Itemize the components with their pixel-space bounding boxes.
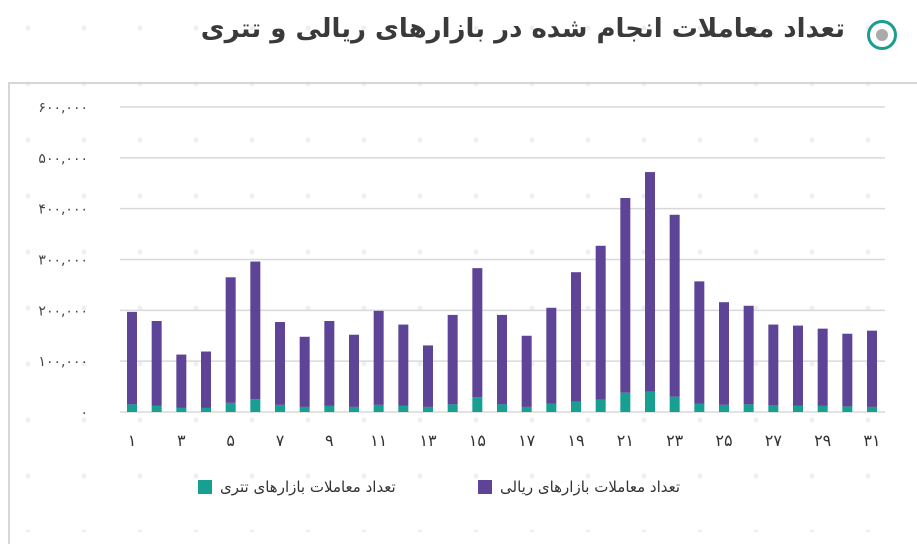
bar-rial — [743, 305, 754, 405]
legend-swatch-rial — [478, 480, 492, 494]
bar-rial — [151, 321, 162, 406]
x-tick-label: ۱۱ — [370, 431, 387, 450]
x-tick-label: ۲۱ — [617, 431, 634, 450]
bar-tether — [201, 407, 211, 412]
bar-rial — [669, 214, 680, 397]
legend-label-tether: تعداد معاملات بازارهای تتری — [220, 478, 396, 496]
bar-tether — [497, 404, 507, 412]
bar-rial — [176, 354, 187, 408]
x-tick-label: ۲۵ — [715, 431, 732, 450]
x-tick-label: ۱۵ — [469, 431, 486, 450]
bar-tether — [176, 407, 187, 412]
bar-rial — [645, 172, 655, 392]
bar-rial — [842, 333, 853, 407]
bar-tether — [151, 405, 162, 412]
x-tick-label: ۷ — [276, 431, 285, 450]
legend-item-tether[interactable]: تعداد معاملات بازارهای تتری — [198, 478, 396, 496]
bar-rial — [571, 272, 581, 402]
bar-tether — [127, 404, 137, 412]
bar-rial — [201, 351, 211, 408]
x-tick-label: ۳۱ — [863, 431, 880, 450]
y-tick-label: ۶۰۰,۰۰۰ — [38, 100, 88, 116]
bar-tether — [472, 397, 483, 412]
legend-swatch-tether — [198, 480, 212, 494]
x-tick-label: ۱۹ — [567, 431, 584, 450]
bar-tether — [867, 406, 877, 412]
crypto-pattern-background — [0, 0, 917, 532]
bar-tether — [571, 401, 581, 412]
bar-tether — [645, 391, 655, 412]
bar-rial — [127, 311, 137, 405]
chart-title: تعداد معاملات انجام شده در بازارهای ریال… — [200, 14, 845, 44]
bar-rial — [299, 336, 310, 407]
bar-rial — [250, 261, 261, 400]
bar-tether — [669, 396, 680, 412]
bar-tether — [719, 404, 729, 412]
bar-rial — [867, 330, 877, 407]
x-tick-label: ۱ — [128, 431, 137, 450]
x-tick-label: ۱۷ — [518, 431, 536, 450]
legend-label-rial: تعداد معاملات بازارهای ریالی — [500, 478, 681, 496]
legend-item-rial[interactable]: تعداد معاملات بازارهای ریالی — [478, 478, 680, 496]
y-tick-label: ۳۰۰,۰۰۰ — [38, 253, 88, 269]
bar-rial — [817, 328, 828, 406]
bar-rial — [275, 322, 285, 405]
bar-tether — [546, 403, 557, 412]
bar-tether — [250, 399, 261, 412]
bar-tether — [521, 406, 532, 412]
bar-tether — [793, 405, 803, 412]
bar-tether — [349, 406, 359, 412]
bar-tether — [398, 405, 409, 412]
bar-rial — [694, 281, 705, 404]
bar-rial — [521, 335, 532, 407]
bar-rial — [793, 325, 803, 406]
bar-tether — [423, 406, 433, 412]
bar-rial — [497, 314, 507, 405]
bar-rial — [719, 302, 729, 405]
bar-rial — [398, 324, 409, 406]
bar-rial — [349, 334, 359, 407]
x-tick-label: ۲۳ — [666, 431, 684, 450]
x-tick-label: ۱۳ — [419, 431, 437, 450]
bar-tether — [225, 402, 236, 412]
bar-rial — [373, 310, 384, 405]
bar-tether — [620, 392, 631, 412]
chart-frame — [8, 82, 917, 544]
y-tick-label: ۲۰۰,۰۰۰ — [38, 303, 88, 319]
y-tick-label: ۰ — [80, 405, 88, 421]
bar-tether — [275, 404, 285, 412]
bar-rial — [595, 245, 606, 400]
bar-rial — [768, 324, 779, 406]
y-tick-label: ۵۰۰,۰۰۰ — [38, 151, 88, 167]
x-tick-label: ۹ — [325, 431, 334, 450]
bar-tether — [299, 406, 310, 412]
x-tick-label: ۲۷ — [765, 431, 783, 450]
bar-rial — [447, 314, 458, 405]
bar-rial — [472, 268, 483, 398]
bar-rial — [423, 345, 433, 407]
x-tick-label: ۵ — [226, 431, 235, 450]
bar-rial — [620, 197, 631, 393]
bar-tether — [768, 405, 779, 412]
bar-tether — [842, 406, 853, 412]
y-tick-label: ۴۰۰,۰۰۰ — [38, 202, 88, 218]
title-bullet-icon — [867, 20, 897, 50]
bar-tether — [817, 405, 828, 412]
x-tick-label: ۳ — [177, 431, 186, 450]
bar-rial — [225, 277, 236, 403]
bar-tether — [324, 405, 335, 412]
y-tick-label: ۱۰۰,۰۰۰ — [38, 354, 88, 370]
bar-tether — [447, 404, 458, 412]
stacked-bar-chart: ۰ ۱۰۰,۰۰۰ ۲۰۰,۰۰۰ ۳۰۰,۰۰۰ ۴۰۰,۰۰۰ ۵۰۰,۰۰۰ ۶۰۰,… — [38, 100, 885, 450]
x-tick-label: ۲۹ — [814, 431, 831, 450]
bar-tether — [595, 399, 606, 412]
bar-rial — [324, 321, 335, 406]
bar-tether — [373, 404, 384, 412]
bar-rial — [546, 307, 557, 404]
bar-tether — [694, 403, 705, 412]
bar-tether — [743, 404, 754, 412]
